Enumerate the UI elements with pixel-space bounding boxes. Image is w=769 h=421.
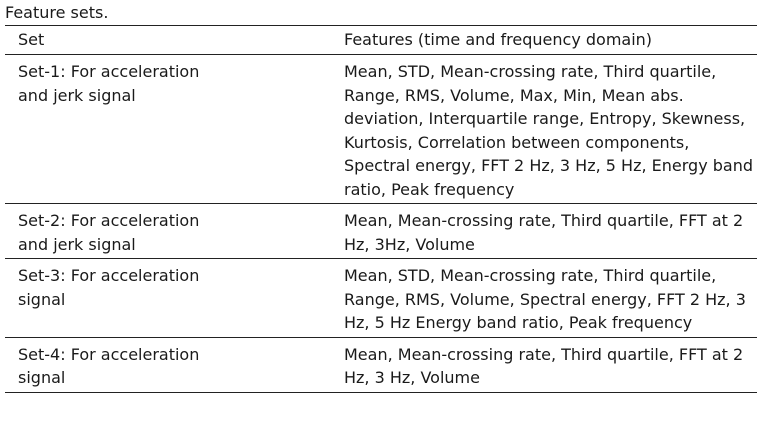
set-label: Set-3: For acceleration signal [18,266,200,309]
features-cell: Mean, STD, Mean-crossing rate, Third qua… [343,60,757,201]
features-label: Mean, STD, Mean-crossing rate, Third qua… [344,62,754,199]
set-label: Set-4: For acceleration signal [18,344,200,388]
table-caption: Feature sets. [5,3,109,22]
table-row: Set-3: For acceleration signal Mean, STD… [5,259,757,337]
header-rule [5,54,757,55]
header-set: Set [18,30,45,49]
features-label: Mean, Mean-crossing rate, Third quartile… [344,211,744,254]
features-cell: Mean, Mean-crossing rate, Third quartile… [343,209,757,256]
bottom-rule [5,391,757,393]
row-rule [5,336,757,338]
features-cell: Mean, Mean-crossing rate, Third quartile… [343,343,757,390]
set-cell: Set-1: For acceleration and jerk signal [5,60,343,201]
features-cell: Mean, STD, Mean-crossing rate, Third qua… [343,264,757,335]
set-cell: Set-2: For acceleration and jerk signal [5,209,343,256]
features-label: Mean, Mean-crossing rate, Third quartile… [344,344,744,388]
table-row: Set-1: For acceleration and jerk signal … [5,55,757,203]
row-rule [5,258,757,259]
table-row: Set-2: For acceleration and jerk signal … [5,204,757,258]
top-rule [5,25,757,26]
table-row: Set-4: For acceleration signal Mean, Mea… [5,338,757,392]
header-features: Features (time and frequency domain) [344,30,653,49]
set-label: Set-2: For acceleration and jerk signal [18,211,200,254]
features-label: Mean, STD, Mean-crossing rate, Third qua… [344,266,746,332]
row-rule [5,203,757,204]
set-cell: Set-3: For acceleration signal [5,264,343,335]
feature-sets-table: Set Features (time and frequency domain)… [5,25,757,393]
set-cell: Set-4: For acceleration signal [5,343,343,390]
set-label: Set-1: For acceleration and jerk signal [18,62,200,105]
table-header: Set Features (time and frequency domain) [5,26,757,54]
